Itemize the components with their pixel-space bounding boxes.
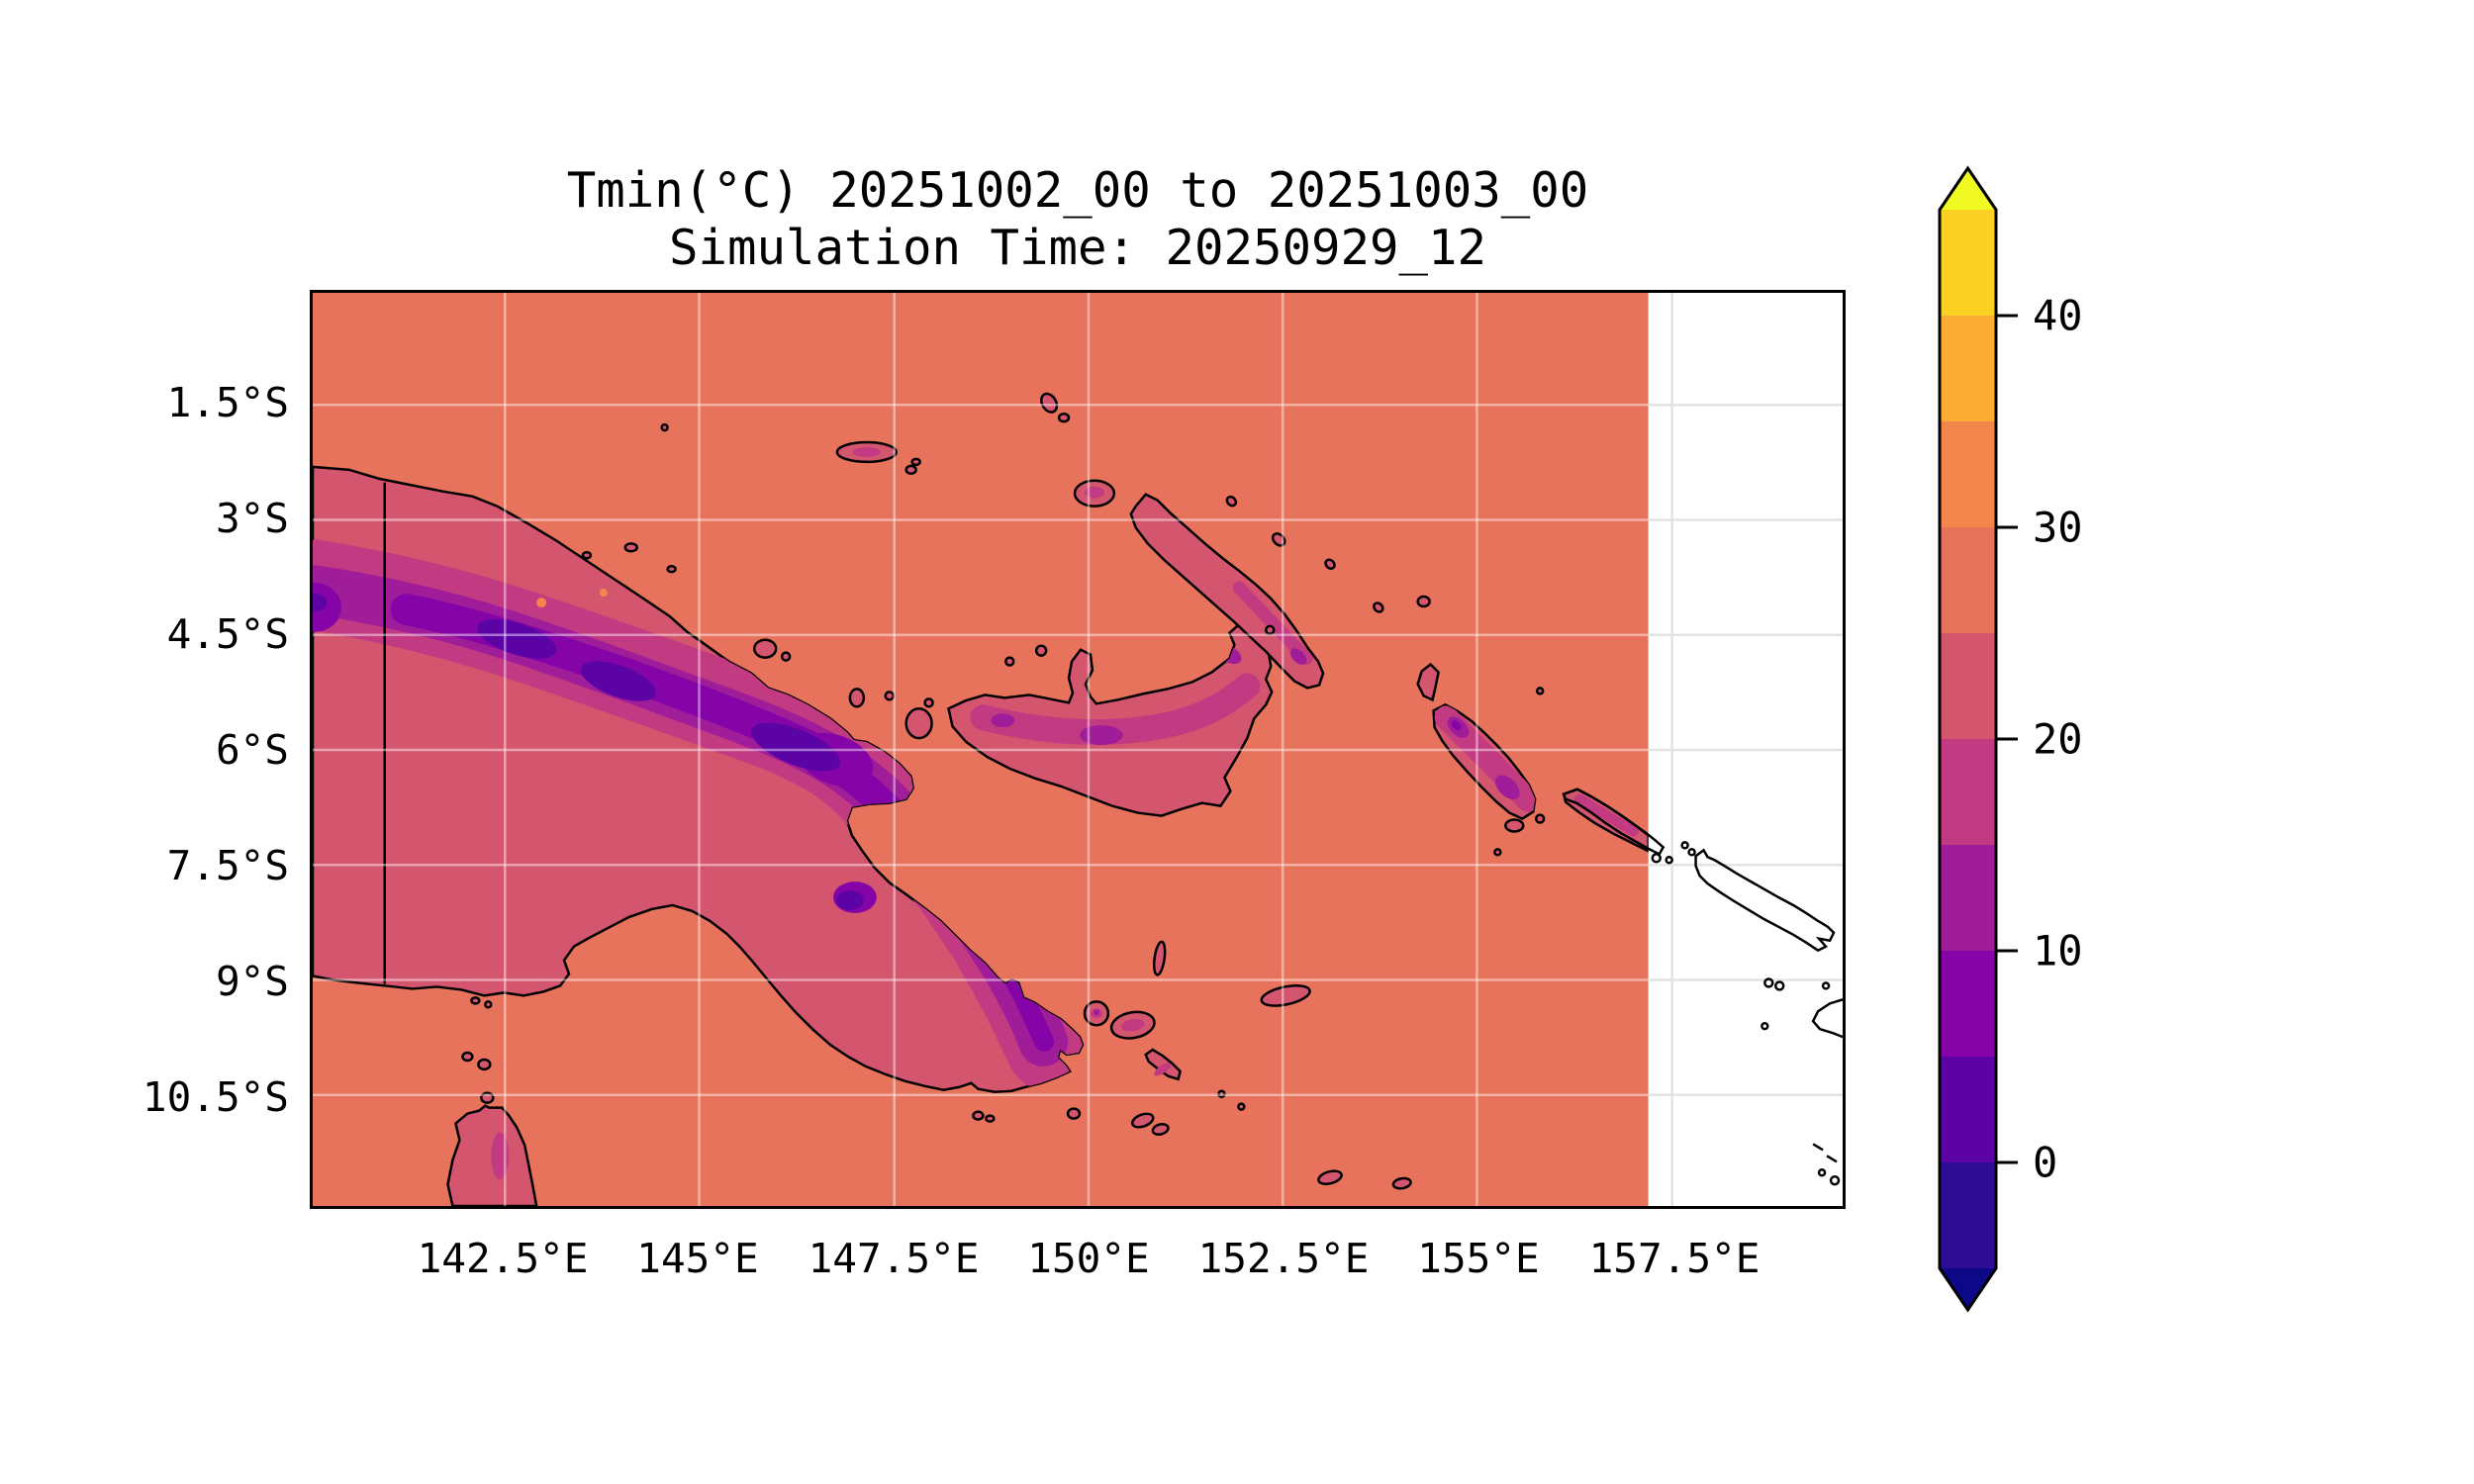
map-plot-area xyxy=(310,290,1846,1209)
colorbar-over-arrow xyxy=(1940,168,1996,210)
cbar-label-40: 40 xyxy=(2033,292,2083,340)
map-svg xyxy=(313,293,1843,1206)
cbar-label-20: 20 xyxy=(2033,715,2083,764)
colorbar-tick-marks xyxy=(1996,314,2018,1164)
colorbar-under-arrow xyxy=(1940,1268,1996,1310)
x-tick-155e: 155°E xyxy=(1417,1235,1540,1282)
choiseul-outline xyxy=(1562,788,1665,856)
colorbar: 40 30 20 10 0 xyxy=(1938,165,2083,1313)
cbar-label-10: 10 xyxy=(2033,927,2083,975)
santa-isabel-outline xyxy=(1694,848,1836,953)
small-island-patches xyxy=(852,446,1172,1076)
chart-subtitle: Simulation Time: 20250929_12 xyxy=(668,220,1486,276)
y-tick-6s: 6°S xyxy=(215,726,289,774)
colorbar-outline xyxy=(1938,165,1998,1313)
chart-title: Tmin(°C) 20251002_00 to 20251003_00 xyxy=(566,162,1589,219)
new-georgia-outline xyxy=(1811,998,1843,1039)
y-tick-10.5s: 10.5°S xyxy=(142,1073,289,1121)
bougainville-terrain xyxy=(1434,705,1536,812)
x-tick-147.5e: 147.5°E xyxy=(808,1235,980,1282)
colorbar-segments xyxy=(1940,210,1996,1268)
goodenough-peak xyxy=(1093,1009,1099,1016)
choiseul-terrain xyxy=(1574,793,1639,837)
colorbar-tick-labels: 40 30 20 10 0 xyxy=(2033,292,2083,1187)
y-tick-9s: 9°S xyxy=(215,958,289,1005)
x-tick-157.5e: 157.5°E xyxy=(1588,1235,1760,1282)
new-ireland-terrain xyxy=(1232,581,1313,666)
buka-island xyxy=(1416,662,1440,702)
warm-valley-specks xyxy=(536,589,608,607)
gridlines-over-nodata xyxy=(1648,293,1843,1206)
y-tick-4.5s: 4.5°S xyxy=(166,610,289,658)
cape-york-terrain xyxy=(491,1132,510,1180)
y-tick-7.5s: 7.5°S xyxy=(166,842,289,889)
cbar-label-0: 0 xyxy=(2033,1139,2057,1187)
y-tick-1.5s: 1.5°S xyxy=(166,379,289,426)
no-data-coastlines xyxy=(1562,788,1843,1186)
peak-cores xyxy=(313,594,1002,951)
gridlines-over-data xyxy=(313,293,1649,1206)
y-tick-3s: 3°S xyxy=(215,495,289,542)
cbar-label-30: 30 xyxy=(2033,504,2083,552)
x-tick-152.5e: 152.5°E xyxy=(1197,1235,1370,1282)
x-tick-142.5e: 142.5°E xyxy=(417,1235,589,1282)
x-tick-145e: 145°E xyxy=(636,1235,759,1282)
x-tick-150e: 150°E xyxy=(1027,1235,1150,1282)
